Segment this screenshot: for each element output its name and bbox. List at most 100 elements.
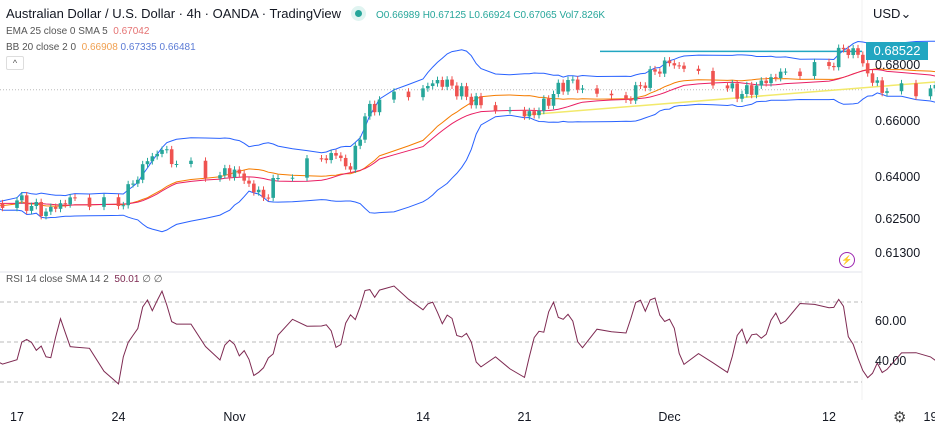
candle-body	[358, 139, 362, 146]
candle-body	[339, 155, 343, 158]
bb-basis: 0.66908	[81, 42, 118, 53]
candle-body	[73, 197, 77, 199]
candle-body	[435, 80, 440, 84]
candle-body	[261, 189, 266, 198]
x-tick-label: 19	[923, 410, 935, 424]
candle-body	[725, 85, 730, 89]
currency-label: USD	[873, 6, 901, 21]
candle-body	[667, 60, 672, 64]
candle-body	[575, 79, 580, 90]
bollinger-upper-line	[0, 40, 935, 202]
candle-body	[899, 83, 904, 92]
candle-body	[218, 175, 222, 179]
candle-body	[469, 96, 474, 106]
candle-body	[479, 96, 483, 106]
candle-body	[696, 68, 701, 71]
candle-body	[880, 80, 884, 93]
candle-body	[290, 177, 295, 179]
candle-body	[846, 49, 851, 55]
market-status-icon	[355, 10, 362, 17]
candle-body	[319, 158, 324, 160]
candle-body	[861, 54, 865, 64]
candle-body	[145, 161, 150, 165]
candle-body	[798, 71, 802, 77]
candle-body	[754, 85, 759, 95]
candle-body	[232, 169, 237, 178]
candle-body	[131, 183, 135, 185]
ema-legend[interactable]: EMA 25 close 0 SMA 5 0.67042	[6, 26, 149, 37]
candle-body	[430, 83, 435, 87]
candle-body	[392, 91, 396, 100]
candle-body	[126, 184, 130, 206]
currency-selector[interactable]: USD⌄	[873, 6, 912, 21]
candle-body	[662, 60, 667, 74]
y-tick-label: 0.66000	[875, 114, 921, 128]
candle-body	[595, 88, 599, 94]
candle-body	[29, 206, 34, 211]
candle-body	[34, 202, 39, 206]
candle-body	[783, 71, 788, 73]
candle-body	[440, 80, 445, 87]
bb-upper: 0.67335	[120, 42, 157, 53]
rsi-tick-label: 60.00	[875, 314, 907, 328]
candle-body	[334, 153, 338, 156]
bollinger-lower-line	[0, 92, 935, 233]
candle-body	[875, 80, 880, 83]
candle-body	[329, 153, 333, 161]
candle-body	[609, 93, 614, 96]
candle-body	[102, 197, 106, 207]
candle-body	[677, 65, 681, 67]
settings-gear-icon[interactable]: ⚙	[893, 409, 907, 426]
candle-body	[778, 71, 783, 79]
candle-body	[928, 88, 933, 97]
candle-body	[856, 48, 860, 55]
candle-body	[68, 197, 72, 205]
collapse-legend-button[interactable]: ^	[6, 56, 24, 70]
candle-body	[556, 82, 561, 94]
candle-body	[914, 83, 918, 97]
candle-body	[44, 211, 48, 217]
candle-body	[266, 197, 271, 199]
candle-body	[271, 178, 275, 198]
candle-body	[63, 203, 68, 205]
candle-body	[827, 62, 831, 66]
lightning-icon[interactable]: ⚡	[839, 252, 855, 268]
chart-header: Australian Dollar / U.S. Dollar · 4h · O…	[6, 6, 605, 21]
candle-body	[643, 85, 648, 88]
x-tick-label: 17	[10, 410, 24, 424]
rsi-legend[interactable]: RSI 14 close SMA 14 2 50.01 ∅ ∅	[6, 274, 162, 285]
candle-body	[363, 116, 367, 140]
candle-body	[865, 63, 870, 74]
candle-body	[551, 94, 556, 106]
candle-body	[459, 86, 464, 97]
candle-body	[672, 63, 677, 66]
candle-body	[633, 85, 638, 101]
candle-body	[203, 160, 208, 179]
symbol-title[interactable]: Australian Dollar / U.S. Dollar · 4h · O…	[6, 6, 341, 21]
candle-body	[223, 168, 227, 176]
candle-body	[426, 86, 430, 89]
candle-body	[841, 47, 846, 50]
bb-legend[interactable]: BB 20 close 2 0 0.66908 0.67335 0.66481	[6, 42, 196, 53]
candle-body	[377, 99, 382, 113]
candle-body	[566, 80, 570, 92]
candle-body	[508, 110, 512, 112]
x-tick-label: 14	[416, 410, 430, 424]
candle-body	[648, 69, 652, 88]
candle-body	[227, 168, 232, 178]
candle-body	[252, 183, 256, 193]
candle-body	[537, 110, 541, 116]
candle-body	[812, 62, 817, 77]
candle-body	[711, 70, 715, 86]
y-tick-label: 0.61300	[875, 245, 921, 260]
candle-body	[247, 180, 251, 184]
candle-body	[15, 200, 19, 208]
candle-body	[832, 66, 836, 68]
candle-body	[532, 111, 536, 116]
candle-body	[870, 73, 875, 83]
candle-body	[774, 77, 778, 79]
candle-body	[87, 197, 92, 207]
candle-body	[0, 203, 5, 208]
candle-body	[450, 79, 454, 86]
